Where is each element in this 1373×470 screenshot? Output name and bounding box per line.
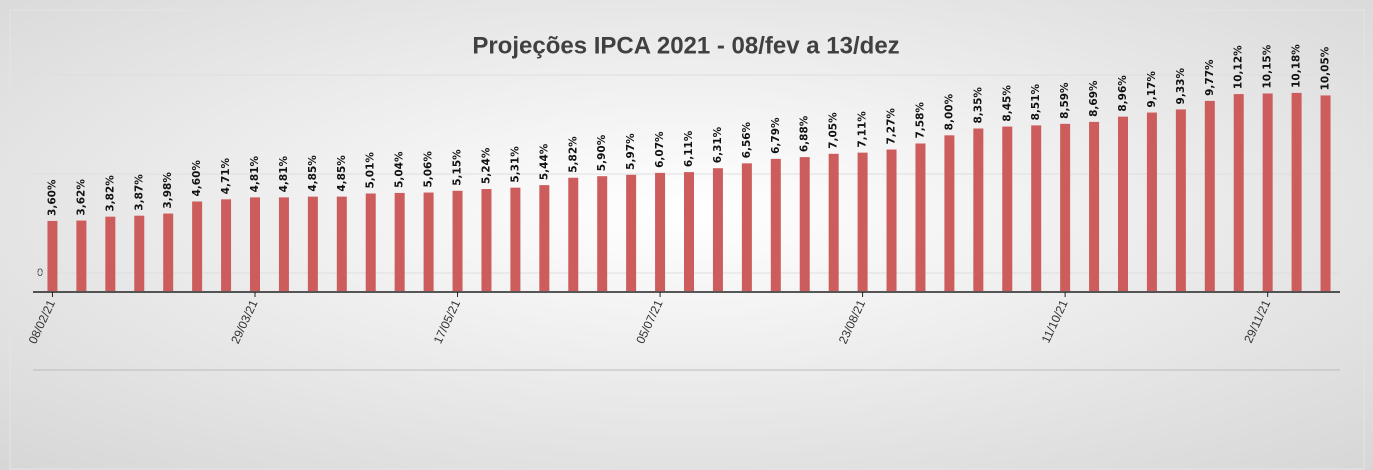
value-label: 8,00%: [943, 93, 955, 130]
bar: [510, 187, 521, 291]
value-label: 8,96%: [1117, 75, 1129, 112]
value-label: 6,07%: [654, 131, 666, 168]
bar: [915, 143, 926, 291]
value-label: 9,17%: [1146, 71, 1158, 108]
bar: [568, 177, 579, 291]
bar: [741, 163, 752, 291]
value-label: 10,18%: [1291, 44, 1303, 88]
value-label: 5,31%: [509, 146, 521, 183]
bar: [1262, 93, 1273, 292]
bar: [626, 174, 637, 291]
bar: [828, 153, 839, 291]
value-label: 5,06%: [423, 151, 435, 188]
bar: [597, 176, 608, 291]
bar: [1002, 126, 1013, 291]
bar: [365, 193, 376, 291]
value-label: 5,44%: [538, 143, 550, 180]
bar: [1146, 112, 1157, 291]
value-label: 6,31%: [712, 126, 724, 163]
bar: [770, 158, 781, 291]
value-label: 10,12%: [1233, 45, 1245, 89]
bar: [394, 192, 405, 291]
value-label: 4,71%: [220, 157, 232, 194]
value-label: 5,04%: [394, 151, 406, 188]
bar: [105, 216, 116, 291]
bar: [1291, 92, 1302, 291]
value-label: 7,11%: [857, 111, 869, 148]
bar: [250, 197, 260, 291]
bar: [886, 149, 897, 291]
value-label: 3,98%: [162, 172, 174, 209]
value-label: 3,87%: [133, 174, 145, 211]
bar: [221, 199, 232, 291]
value-label: 9,77%: [1204, 59, 1216, 96]
bar: [684, 172, 694, 291]
bar: [452, 190, 463, 291]
value-label: 8,59%: [1059, 82, 1071, 119]
bar: [481, 189, 492, 291]
value-label: 6,11%: [683, 130, 695, 167]
bar: [1204, 100, 1215, 292]
value-label: 6,56%: [741, 121, 753, 158]
value-label: 10,15%: [1262, 44, 1274, 88]
bar: [857, 152, 868, 291]
bar: [423, 192, 434, 291]
bar: [712, 168, 723, 291]
value-label: 10,05%: [1320, 46, 1332, 90]
value-label: 4,85%: [336, 155, 348, 192]
value-label: 7,27%: [886, 108, 898, 145]
bar: [163, 213, 174, 291]
bar: [1089, 121, 1100, 291]
value-label: 8,45%: [1001, 85, 1013, 122]
value-label: 5,90%: [596, 134, 608, 171]
value-label: 3,60%: [46, 179, 58, 216]
value-label: 5,24%: [480, 147, 492, 184]
value-label: 4,85%: [307, 155, 319, 192]
bar: [973, 128, 984, 291]
value-label: 9,33%: [1175, 68, 1187, 105]
frame: [9, 9, 1365, 470]
value-label: 3,62%: [75, 179, 87, 216]
bar: [278, 197, 289, 291]
value-label: 5,97%: [625, 133, 637, 170]
value-label: 3,82%: [104, 175, 116, 212]
bar: [1233, 94, 1244, 291]
value-label: 7,05%: [828, 112, 840, 149]
value-label: 4,60%: [191, 160, 203, 197]
bar: [1175, 109, 1186, 292]
value-label: 8,51%: [1030, 83, 1042, 120]
bar: [1320, 95, 1331, 291]
bar: [655, 172, 666, 291]
value-label: 5,01%: [365, 152, 377, 189]
chart-title: Projeções IPCA 2021 - 08/fev a 13/dez: [472, 32, 899, 59]
bar: [1118, 116, 1128, 291]
bar: [134, 215, 145, 291]
bar: [799, 157, 810, 291]
bar: [944, 135, 955, 291]
value-label: 4,81%: [278, 155, 290, 192]
bar: [1060, 123, 1071, 291]
bar: [539, 185, 550, 291]
bar: [336, 196, 347, 291]
bar: [192, 201, 203, 291]
value-label: 6,88%: [799, 115, 811, 152]
value-label: 8,35%: [972, 87, 984, 124]
bar: [76, 220, 87, 291]
value-label: 7,58%: [914, 102, 926, 139]
bar: [47, 220, 58, 291]
bar: [1031, 125, 1042, 292]
value-label: 6,79%: [770, 117, 782, 154]
value-label: 4,81%: [249, 155, 261, 192]
value-label: 5,15%: [452, 149, 464, 186]
bar: [307, 196, 318, 291]
value-label: 5,82%: [567, 136, 579, 173]
value-label: 8,69%: [1088, 80, 1100, 117]
